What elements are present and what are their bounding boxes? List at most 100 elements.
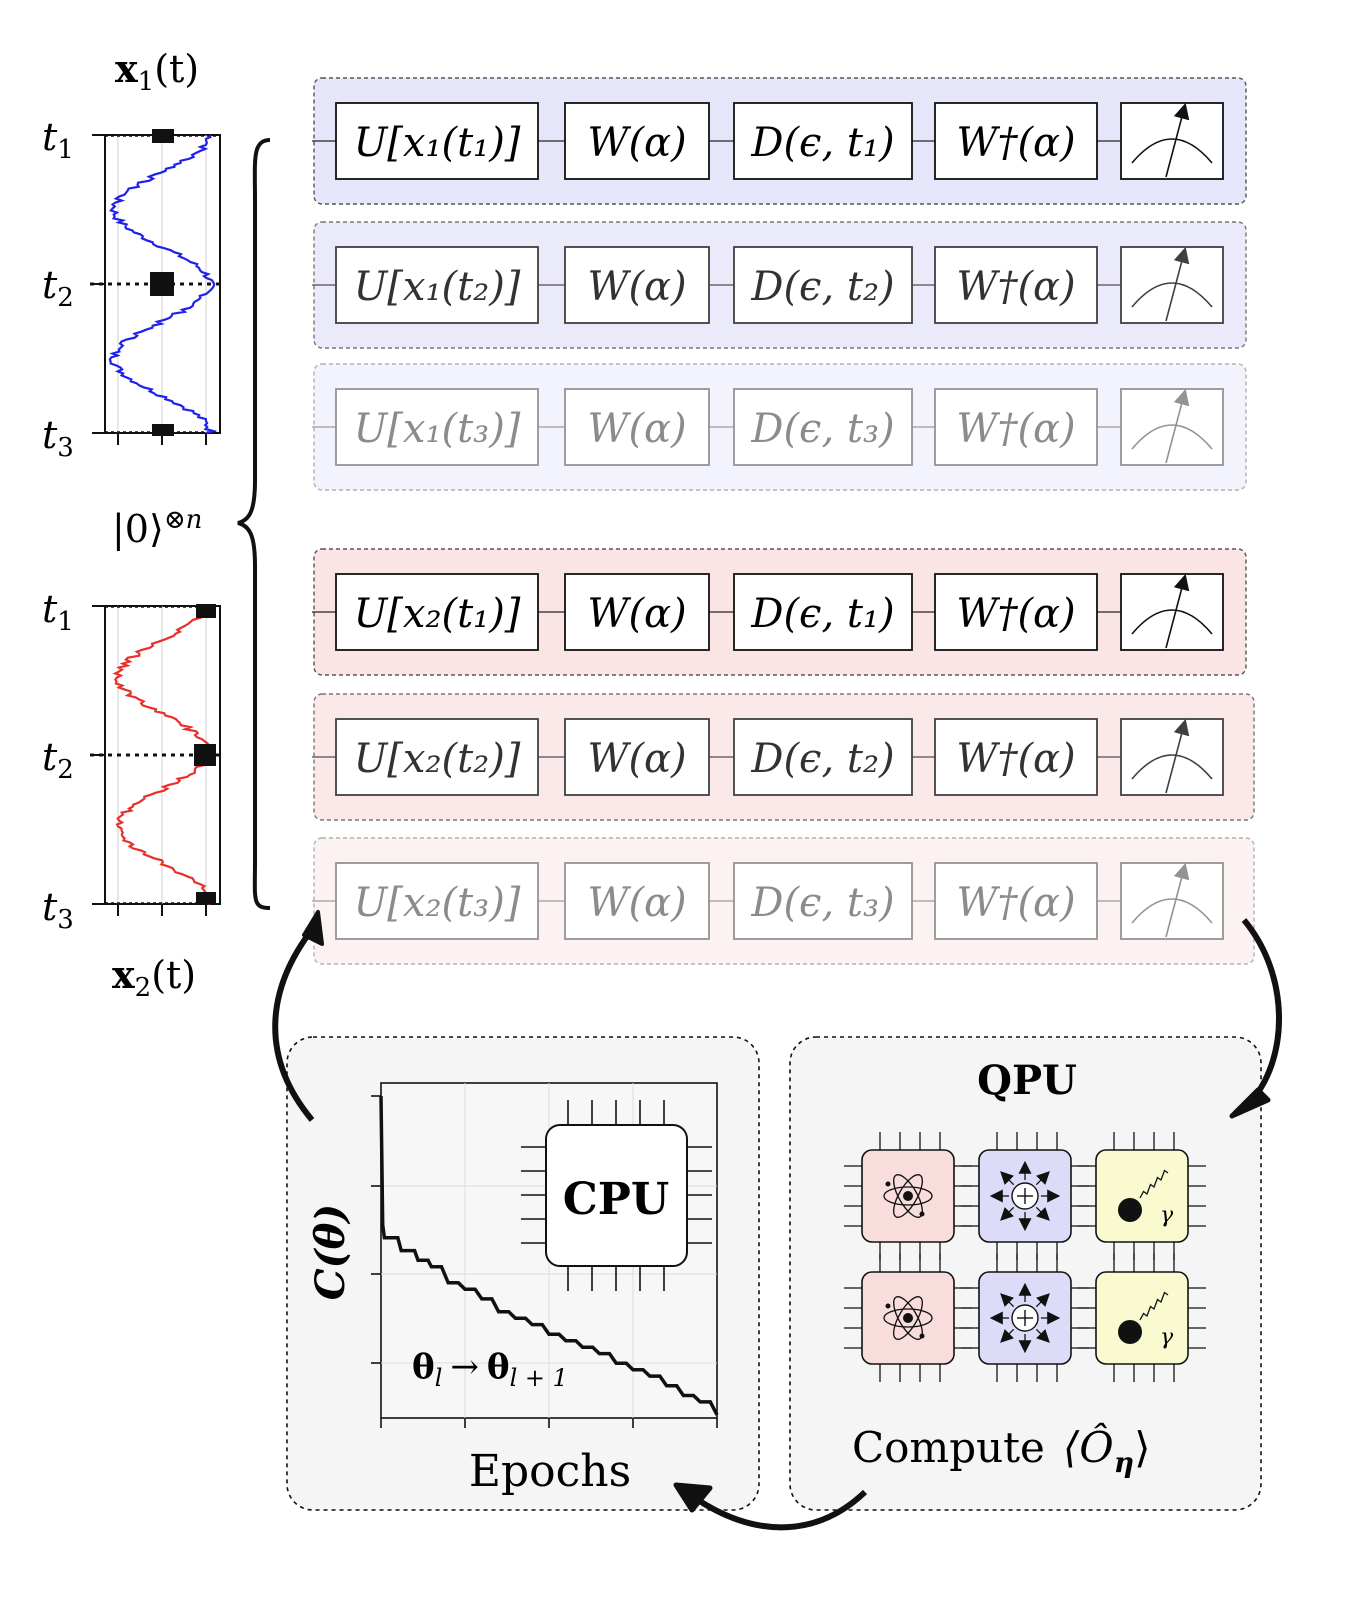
w-gate-label: W(α)	[587, 880, 686, 926]
w-dagger-gate-label: W†(α)	[956, 736, 1075, 782]
cost-xlabel: Epochs	[469, 1446, 631, 1497]
w-gate-label: W(α)	[587, 736, 686, 782]
encoding-gate	[335, 862, 539, 940]
encoding-gate-label: U[x₂(t₃)]	[354, 880, 521, 926]
measurement-gate	[1120, 718, 1224, 796]
meter-arc	[1131, 898, 1213, 924]
trajectory-top-sample-t3	[152, 424, 174, 436]
encoding-gate-label: U[x₂(t₁)]	[354, 591, 521, 637]
trajectory-bottom-sample-t1	[196, 604, 216, 618]
w-gate-label: W(α)	[587, 591, 686, 637]
w-dagger-gate	[934, 862, 1098, 940]
encoding-gate	[335, 388, 539, 466]
w-gate-label: W(α)	[587, 120, 686, 166]
w-dagger-gate	[934, 573, 1098, 651]
trajectory-top-sample-t2	[150, 272, 174, 296]
d-gate	[733, 718, 913, 796]
circuit-row-5: U[x₂(t₂)] W(α) D(ϵ, t₂) W†(α)	[312, 693, 1255, 821]
qpu-chip-atom-2	[844, 1254, 972, 1382]
w-gate	[564, 388, 710, 466]
d-gate-label: D(ϵ, t₂)	[750, 264, 894, 310]
measurement-gate	[1120, 862, 1224, 940]
photon-icon: γ	[1118, 1169, 1174, 1228]
w-gate	[564, 246, 710, 324]
w-dagger-gate	[934, 102, 1098, 180]
w-dagger-gate-label: W†(α)	[956, 264, 1075, 310]
encoding-gate-label: U[x₁(t₂)]	[354, 264, 521, 310]
d-gate-label: D(ϵ, t₃)	[750, 406, 894, 452]
meter-arc	[1131, 609, 1213, 635]
arrow-qpu-to-cpu	[696, 1489, 868, 1531]
trajectory-bottom-sample-t2	[194, 744, 216, 766]
encoding-gate-label: U[x₂(t₂)]	[354, 736, 521, 782]
encoding-gate	[335, 102, 539, 180]
encoding-gate-label: U[x₁(t₃)]	[354, 406, 521, 452]
meter-needle	[1165, 388, 1190, 464]
circuit-row-2: U[x₁(t₂)] W(α) D(ϵ, t₂) W†(α)	[312, 221, 1247, 349]
photon-icon: γ	[1118, 1291, 1174, 1350]
qpu-title: QPU	[977, 1057, 1077, 1104]
w-dagger-gate-label: W†(α)	[956, 880, 1075, 926]
d-gate	[733, 246, 913, 324]
circuit-row-1: U[x₁(t₁)] W(α) D(ϵ, t₁) W†(α)	[312, 77, 1247, 205]
meter-needle	[1165, 102, 1190, 178]
d-gate-label: D(ϵ, t₁)	[750, 591, 894, 637]
initial-state-label: |0⟩⊗n	[112, 505, 202, 551]
trajectory-bottom: t1 t2 t3 x2(t)	[42, 587, 221, 1003]
circuit-row-frame	[313, 363, 1247, 491]
trajectory-top-tick-t2: t2	[42, 263, 74, 313]
circuit-row-4: U[x₂(t₁)] W(α) D(ϵ, t₁) W†(α)	[312, 548, 1247, 676]
encoding-gate	[335, 246, 539, 324]
w-gate-label: W(α)	[587, 264, 686, 310]
meter-arc	[1131, 754, 1213, 780]
update-rule: θl → θl + 1	[412, 1347, 568, 1392]
encoding-gate	[335, 573, 539, 651]
w-gate-label: W(α)	[587, 406, 686, 452]
measurement-gate	[1120, 102, 1224, 180]
trajectory-bottom-tick-t1: t1	[42, 587, 74, 637]
trajectory-bottom-tick-t2: t2	[42, 735, 74, 785]
arrow-cpu-to-circuits	[272, 920, 321, 1122]
atom-icon	[883, 1296, 933, 1340]
photon-gamma-label: γ	[1160, 1325, 1174, 1350]
d-gate	[733, 573, 913, 651]
cpu-panel: CPU θl → θl + 1 C(θ) Epochs	[286, 1036, 760, 1511]
arrow-circuits-to-qpu-head	[1229, 1087, 1271, 1119]
qpu-caption: Compute ⟨Ôη⟩	[852, 1422, 1151, 1479]
circuit-row-3: U[x₁(t₃)] W(α) D(ϵ, t₃) W†(α)	[312, 363, 1247, 491]
meter-needle	[1165, 862, 1190, 938]
d-gate-label: D(ϵ, t₃)	[750, 880, 894, 926]
w-gate	[564, 573, 710, 651]
trajectory-bottom-title: x2(t)	[112, 952, 196, 1003]
measurement-gate	[1120, 388, 1224, 466]
circuit-stack: U[x₁(t₁)] W(α) D(ϵ, t₁) W†(α) U[x₁(t₂)] W(α) D…	[312, 77, 1255, 965]
w-gate	[564, 862, 710, 940]
qpu-panel: QPU γγ Compute ⟨Ôη⟩	[789, 1036, 1262, 1511]
atom-icon	[883, 1174, 933, 1218]
d-gate-label: D(ϵ, t₂)	[750, 736, 894, 782]
w-dagger-gate-label: W†(α)	[956, 120, 1075, 166]
trajectory-top-sample-t1	[152, 129, 174, 143]
measurement-gate	[1120, 246, 1224, 324]
measurement-gate	[1120, 573, 1224, 651]
w-dagger-gate	[934, 718, 1098, 796]
meter-needle	[1165, 573, 1190, 649]
trajectory-top-title: x1(t)	[115, 46, 199, 97]
arrow-qpu-to-cpu-head	[673, 1482, 713, 1513]
d-gate	[733, 862, 913, 940]
trajectory-top-tick-t1: t1	[42, 115, 74, 165]
qpu-chip-grid: γγ	[844, 1132, 1206, 1382]
meter-arc	[1131, 424, 1213, 450]
meter-needle	[1165, 718, 1190, 794]
ion-icon	[989, 1160, 1061, 1232]
meter-needle	[1165, 246, 1190, 322]
photon-gamma-label: γ	[1160, 1203, 1174, 1228]
cpu-chip-label: CPU	[563, 1174, 669, 1225]
d-gate-label: D(ϵ, t₁)	[750, 120, 894, 166]
trajectory-bottom-tick-t3: t3	[42, 885, 74, 935]
d-gate	[733, 102, 913, 180]
w-dagger-gate	[934, 246, 1098, 324]
register-brace	[237, 138, 271, 910]
w-gate	[564, 102, 710, 180]
w-dagger-gate-label: W†(α)	[956, 591, 1075, 637]
